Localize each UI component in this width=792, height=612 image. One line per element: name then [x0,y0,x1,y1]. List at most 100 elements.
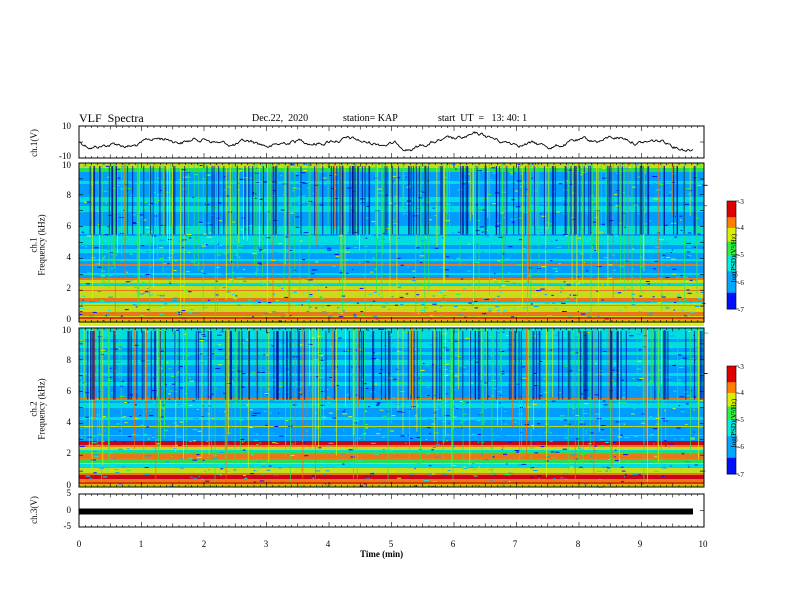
ch1-spectrogram-speckle [112,235,115,237]
ch1-spectrogram-speckle [697,184,702,186]
ch1-spectrogram-speckle [536,229,541,230]
ch1-spectrogram-speckle [490,268,492,270]
ch2-spectrogram-speckle [202,335,207,337]
ch2-spectrogram-speckle [551,400,556,402]
ch2-spectrogram-speckle [291,469,295,471]
ch1-spectrogram-speckle [153,191,156,193]
ch2-spectrogram-speckle [244,440,245,442]
ch1-spectrogram-speckle [225,195,230,197]
ch1-spectrogram-speckle [377,188,382,190]
ch1-spectrogram-speckle [642,211,647,213]
ch2-spectrogram-speckle [601,429,604,431]
ch1-spectrogram-speckle [560,291,563,293]
ch2-spectrogram-speckle [615,449,617,451]
ch2-spectrogram-speckle [81,381,83,382]
ch2-spectrogram-speckle [369,375,371,376]
ch1-spectrogram-speckle [496,295,500,297]
ch2-spectrogram-speckle [596,425,600,427]
ch1-spectrogram-speckle [591,251,594,253]
ch1-spectrogram-speckle [651,299,656,300]
ch2-colorbar-segment [727,374,736,378]
ch1-spectrogram-speckle [496,287,498,289]
ch1-spectrogram-speckle [203,273,206,275]
ch1-spectrogram-speckle [340,278,346,280]
ch1-spectrogram-band [79,294,704,295]
ch1-spectrogram-speckle [182,247,185,249]
ch2-colorbar-segment [727,409,736,413]
ch1-spectrogram-speckle [451,163,456,165]
ch1-colorbar-segment [727,219,736,224]
ch2-spectrogram-speckle [677,354,682,356]
ch2-spectrogram-speckle [621,379,624,381]
ch1-spectrogram-speckle [169,282,172,284]
ch1-spectrogram-speckle [622,266,624,268]
ch1-spectrogram-speckle [411,311,414,313]
ch1-colorbar-segment [727,203,736,207]
ch2-spectrogram-speckle [678,367,684,369]
ch2-spectrogram-speckle [512,419,517,421]
ch2-spectrogram-speckle [484,408,487,410]
ch2-spectrogram-speckle [581,449,583,451]
ch2-spectrogram-speckle [389,430,395,432]
ch2-spectrogram-speckle [215,388,218,390]
ch2-spectrogram-speckle [629,335,634,337]
ch2-spectrogram-speckle [420,349,422,351]
ch2-spectrogram-speckle [342,463,345,465]
ch1-spectrogram-speckle [500,261,503,263]
ch2-spectrogram-speckle [299,344,304,346]
ch2-spectrogram-speckle [472,468,477,470]
ch1-spectrogram-speckle [673,222,678,224]
ch2-spectrogram-speckle [97,440,102,442]
ch1-spectrogram-speckle [192,196,195,198]
ch1-spectrogram-speckle [97,311,100,313]
ch1-spectrogram-speckle [213,210,216,212]
ch2-spectrogram-speckle [108,367,112,369]
ch2-spectrogram-speckle [613,427,617,429]
ch1-spectrogram-speckle [319,204,324,206]
ch1-spectrogram-speckle [327,247,331,249]
ch1-spectrogram-speckle [392,180,394,182]
ch2-spectrogram-speckle [585,432,588,434]
ch2-spectrogram-speckle [644,461,650,463]
ch2-spectrogram-band [79,459,704,460]
ch2-spectrogram-speckle [359,485,363,487]
ch2-spectrogram-speckle [193,418,198,420]
ch1-spectrogram-speckle [323,183,327,185]
ch1-colorbar-segment [727,206,736,210]
ch2-spectrogram-speckle [104,430,106,432]
ch2-spectrogram-speckle [226,383,232,384]
ch2-spectrogram-speckle [690,437,695,439]
ch2-spectrogram-speckle [93,424,97,426]
ch2-spectrogram-speckle [96,473,101,475]
ch1-colorbar-segment [727,282,736,286]
ch1-spectrogram-speckle [152,235,157,237]
ch1-spectrogram-speckle [468,285,471,286]
ch1-spectrogram-speckle [280,209,285,211]
ch2-spectrogram-speckle [240,439,245,440]
ch1-spectrogram-speckle [104,240,109,242]
ch2-spectrogram-speckle [575,438,580,440]
ch2-spectrogram-speckle [283,337,285,339]
ch1-spectrogram-speckle [416,247,420,249]
ch2-spectrogram-speckle [162,404,166,406]
ch2-spectrogram-speckle [336,466,341,468]
ch2-spectrogram-speckle [229,449,232,451]
ch1-spectrogram-speckle [496,222,502,224]
ch1-spectrogram-speckle [145,274,151,275]
ch2-spectrogram-speckle [444,375,449,376]
ch2-spectrogram-speckle [124,422,128,424]
ch1-spectrogram-speckle [337,312,341,314]
ch2-spectrogram-band [79,479,704,482]
ch2-spectrogram-speckle [80,481,86,483]
ch1-spectrogram-speckle [632,298,634,300]
ch1-spectrogram-speckle [248,177,253,179]
ch1-spectrogram-band [79,254,704,257]
ch2-spectrogram-speckle [471,433,476,435]
ch1-spectrogram-speckle [673,309,675,311]
ch2-spectrogram-speckle [87,436,93,438]
ch2-spectrogram-speckle [437,399,442,401]
ch1-spectrogram-speckle [635,164,639,166]
ch2-spectrogram-speckle [456,408,459,410]
ch2-spectrogram-speckle [685,403,689,405]
ch1-spectrogram-speckle [346,187,352,189]
